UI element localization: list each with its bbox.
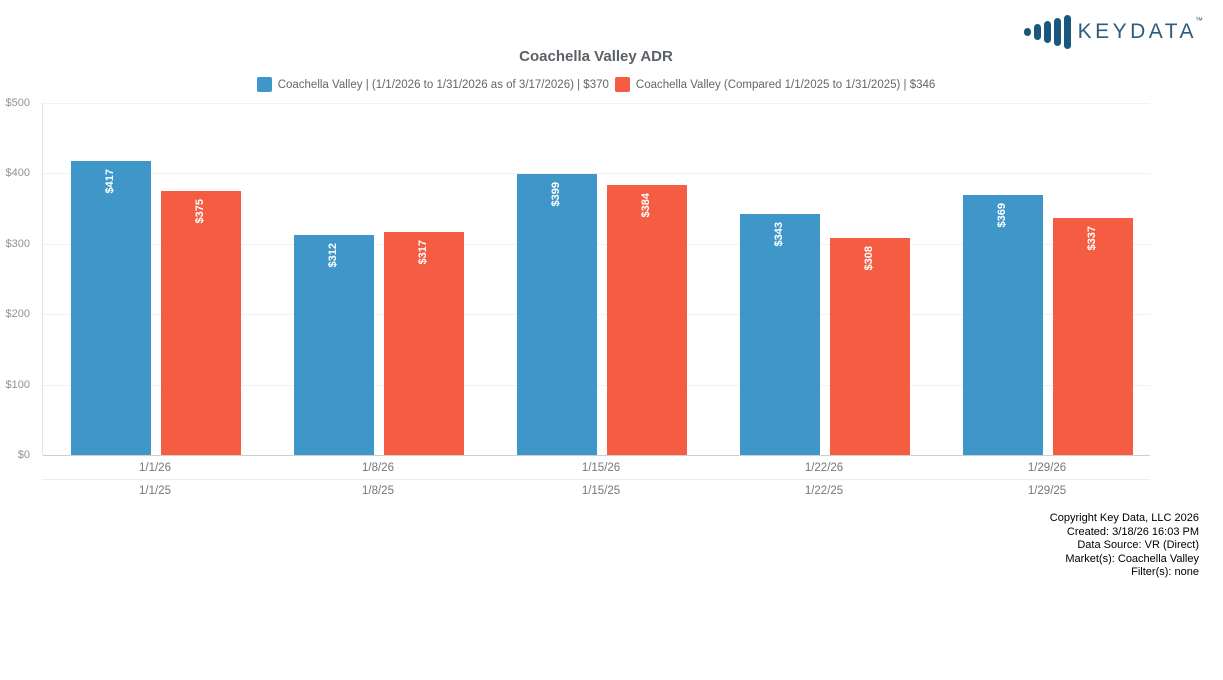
footer-filters: Filter(s): none — [1131, 566, 1199, 579]
chart-title: Coachella Valley ADR — [519, 48, 673, 65]
legend-item-compared[interactable]: Coachella Valley (Compared 1/1/2025 to 1… — [614, 77, 936, 92]
keydata-logo: KEYDATA™ — [1023, 14, 1205, 50]
bar-current[interactable]: $369 — [963, 195, 1043, 455]
x-tick: 1/8/26 — [362, 461, 394, 474]
x-tick: 1/15/25 — [581, 485, 621, 497]
gridline — [43, 103, 1150, 104]
x-tick: 1/29/26 — [1027, 461, 1067, 474]
legend-item-current[interactable]: Coachella Valley | (1/1/2026 to 1/31/202… — [256, 77, 609, 92]
x-tick: 1/22/26 — [804, 461, 844, 474]
x-axis-row-current: 1/1/26 1/8/26 1/15/26 1/22/26 1/29/26 — [42, 456, 1150, 479]
x-tick: 1/15/26 — [581, 461, 621, 474]
chart-header: Coachella Valley ADR Coachella Valley | … — [42, 48, 1150, 92]
bar-value-label: $312 — [327, 243, 339, 268]
y-tick: $400 — [5, 167, 30, 180]
bar-group-1: $417 $375 — [71, 161, 241, 455]
footer-created: Created: 3/18/26 16:03 PM — [1066, 525, 1199, 538]
bar-value-label: $308 — [863, 246, 875, 271]
bar-compared[interactable]: $308 — [830, 238, 910, 455]
plot-area: $417 $375 $312 $317 $399 $384 $343 $308 … — [42, 103, 1150, 456]
bar-current[interactable]: $417 — [71, 161, 151, 455]
y-tick: $500 — [5, 97, 30, 109]
bar-compared[interactable]: $337 — [1053, 217, 1133, 455]
x-tick: 1/29/25 — [1027, 485, 1067, 497]
bar-value-label: $417 — [104, 169, 116, 194]
trademark-symbol: ™ — [1195, 16, 1203, 25]
x-tick: 1/22/25 — [804, 485, 844, 497]
x-axis-line — [43, 455, 1150, 456]
bar-compared[interactable]: $317 — [384, 231, 464, 455]
keydata-bars-icon — [1023, 14, 1071, 50]
y-tick: $100 — [5, 378, 30, 391]
y-axis-labels: $500 $400 $300 $200 $100 $0 — [0, 97, 36, 461]
bar-compared[interactable]: $384 — [607, 184, 687, 455]
bar-group-3: $399 $384 — [517, 174, 687, 455]
footer-copyright: Copyright Key Data, LLC 2026 — [1049, 512, 1199, 524]
bar-group-5: $369 $337 — [963, 195, 1133, 455]
legend-label-compared: Coachella Valley (Compared 1/1/2025 to 1… — [635, 78, 936, 91]
bar-value-label: $384 — [640, 192, 652, 218]
x-tick: 1/1/25 — [139, 485, 171, 497]
legend-label-current: Coachella Valley | (1/1/2026 to 1/31/202… — [277, 78, 609, 91]
y-tick: $0 — [17, 449, 30, 461]
bar-value-label: $343 — [773, 221, 785, 247]
bar-group-2: $312 $317 — [294, 231, 464, 455]
x-axis-labels: 1/1/26 1/8/26 1/15/26 1/22/26 1/29/26 1/… — [42, 456, 1150, 502]
legend-swatch-compared — [614, 77, 630, 92]
y-tick: $300 — [5, 237, 30, 250]
bar-compared[interactable]: $375 — [161, 191, 241, 455]
bar-value-label: $337 — [1086, 225, 1098, 251]
report-footer: Copyright Key Data, LLC 2026 Created: 3/… — [1050, 512, 1199, 580]
bar-value-label: $369 — [996, 203, 1008, 228]
x-tick: 1/1/26 — [139, 461, 171, 474]
footer-markets: Market(s): Coachella Valley — [1065, 552, 1199, 565]
x-axis-row-compared: 1/1/25 1/8/25 1/15/25 1/22/25 1/29/25 — [42, 479, 1150, 502]
legend-swatch-current — [256, 77, 272, 92]
x-tick: 1/8/25 — [362, 485, 394, 497]
bar-current[interactable]: $399 — [517, 174, 597, 455]
bar-value-label: $317 — [417, 239, 429, 265]
keydata-logo-text: KEYDATA™ — [1077, 16, 1203, 43]
bar-current[interactable]: $312 — [294, 235, 374, 455]
footer-data-source: Data Source: VR (Direct) — [1077, 539, 1199, 552]
bar-group-4: $343 $308 — [740, 213, 910, 455]
y-tick: $200 — [5, 308, 30, 321]
bar-value-label: $399 — [550, 182, 562, 207]
chart-legend: Coachella Valley | (1/1/2026 to 1/31/202… — [42, 77, 1150, 92]
bar-current[interactable]: $343 — [740, 213, 820, 455]
gridline — [43, 173, 1150, 175]
bar-value-label: $375 — [194, 199, 206, 224]
